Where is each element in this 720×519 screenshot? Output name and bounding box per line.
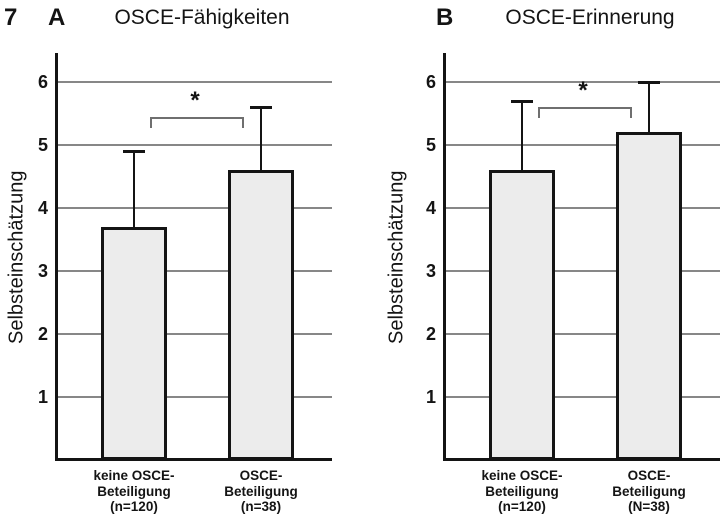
y-tick-label: 5 [37,135,48,155]
y-axis-line [443,53,446,461]
gridline [58,207,332,209]
gridline [446,270,720,272]
error-bar-cap [123,150,145,153]
bar-keine-osce-beteiligung [101,227,167,460]
significance-bracket [150,117,244,128]
gridline [58,396,332,398]
panel-letter-b: B [436,4,454,31]
bar-osce-beteiligung [616,132,682,460]
x-category-line: OSCE- [239,468,283,483]
error-bar-cap [511,100,533,103]
y-axis-line [55,53,58,461]
x-category-label: OSCE- Beteiligung (N=38) [587,468,711,515]
y-tick-label: 4 [37,198,48,218]
x-category-line: keine OSCE- [93,468,175,483]
x-category-line: Beteiligung [485,483,559,499]
y-tick-label: 1 [37,387,48,407]
panel-osce-erinnerung: B OSCE-Erinnerung Selbsteinschätzung 6 5… [386,0,720,519]
figure-number: 7 [4,4,18,31]
gridline [446,333,720,335]
x-category-label: keine OSCE- Beteiligung (n=120) [72,468,196,515]
x-category-label: OSCE- Beteiligung (n=38) [199,468,323,515]
bar-keine-osce-beteiligung [489,170,555,460]
gridline [58,81,332,83]
y-tick-label: 6 [425,72,436,92]
gridline [58,270,332,272]
y-tick-label: 2 [425,324,436,344]
x-category-line: Beteiligung [97,483,171,499]
x-category-line: (N=38) [628,499,670,514]
gridline [446,144,720,146]
error-bar-cap [638,81,660,84]
y-axis-title: Selbsteinschätzung [385,170,408,344]
gridline [446,81,720,83]
y-tick-label: 3 [37,261,48,281]
gridline [446,396,720,398]
gridline [58,333,332,335]
significance-asterisk: * [190,87,200,114]
bar-osce-beteiligung [228,170,294,460]
y-tick-label: 5 [425,135,436,155]
error-bar [648,82,650,132]
y-tick-label: 6 [37,72,48,92]
x-category-line: OSCE- [627,468,671,483]
significance-asterisk: * [578,77,588,104]
y-tick-label: 4 [425,198,436,218]
panel-osce-faehigkeiten: A OSCE-Fähigkeiten Selbsteinschätzung 6 … [0,0,334,519]
x-category-line: (n=120) [110,499,158,514]
x-category-line: Beteiligung [224,483,298,499]
y-tick-label: 1 [425,387,436,407]
y-tick-label: 2 [37,324,48,344]
error-bar [521,101,523,170]
chart-title-a: OSCE-Fähigkeiten [114,6,290,29]
x-axis-line [55,458,332,461]
x-category-label: keine OSCE- Beteiligung (n=120) [460,468,584,515]
x-category-line: Beteiligung [612,483,686,499]
panel-letter-a: A [48,4,66,31]
chart-title-b: OSCE-Erinnerung [505,6,675,29]
error-bar-cap [250,106,272,109]
y-tick-label: 3 [425,261,436,281]
error-bar [133,151,135,227]
error-bar [260,107,262,170]
significance-bracket [538,107,632,118]
gridline [58,144,332,146]
x-category-line: keine OSCE- [481,468,563,483]
x-category-line: (n=120) [498,499,546,514]
x-category-line: (n=38) [240,499,282,514]
x-axis-line [443,458,720,461]
gridline [446,207,720,209]
